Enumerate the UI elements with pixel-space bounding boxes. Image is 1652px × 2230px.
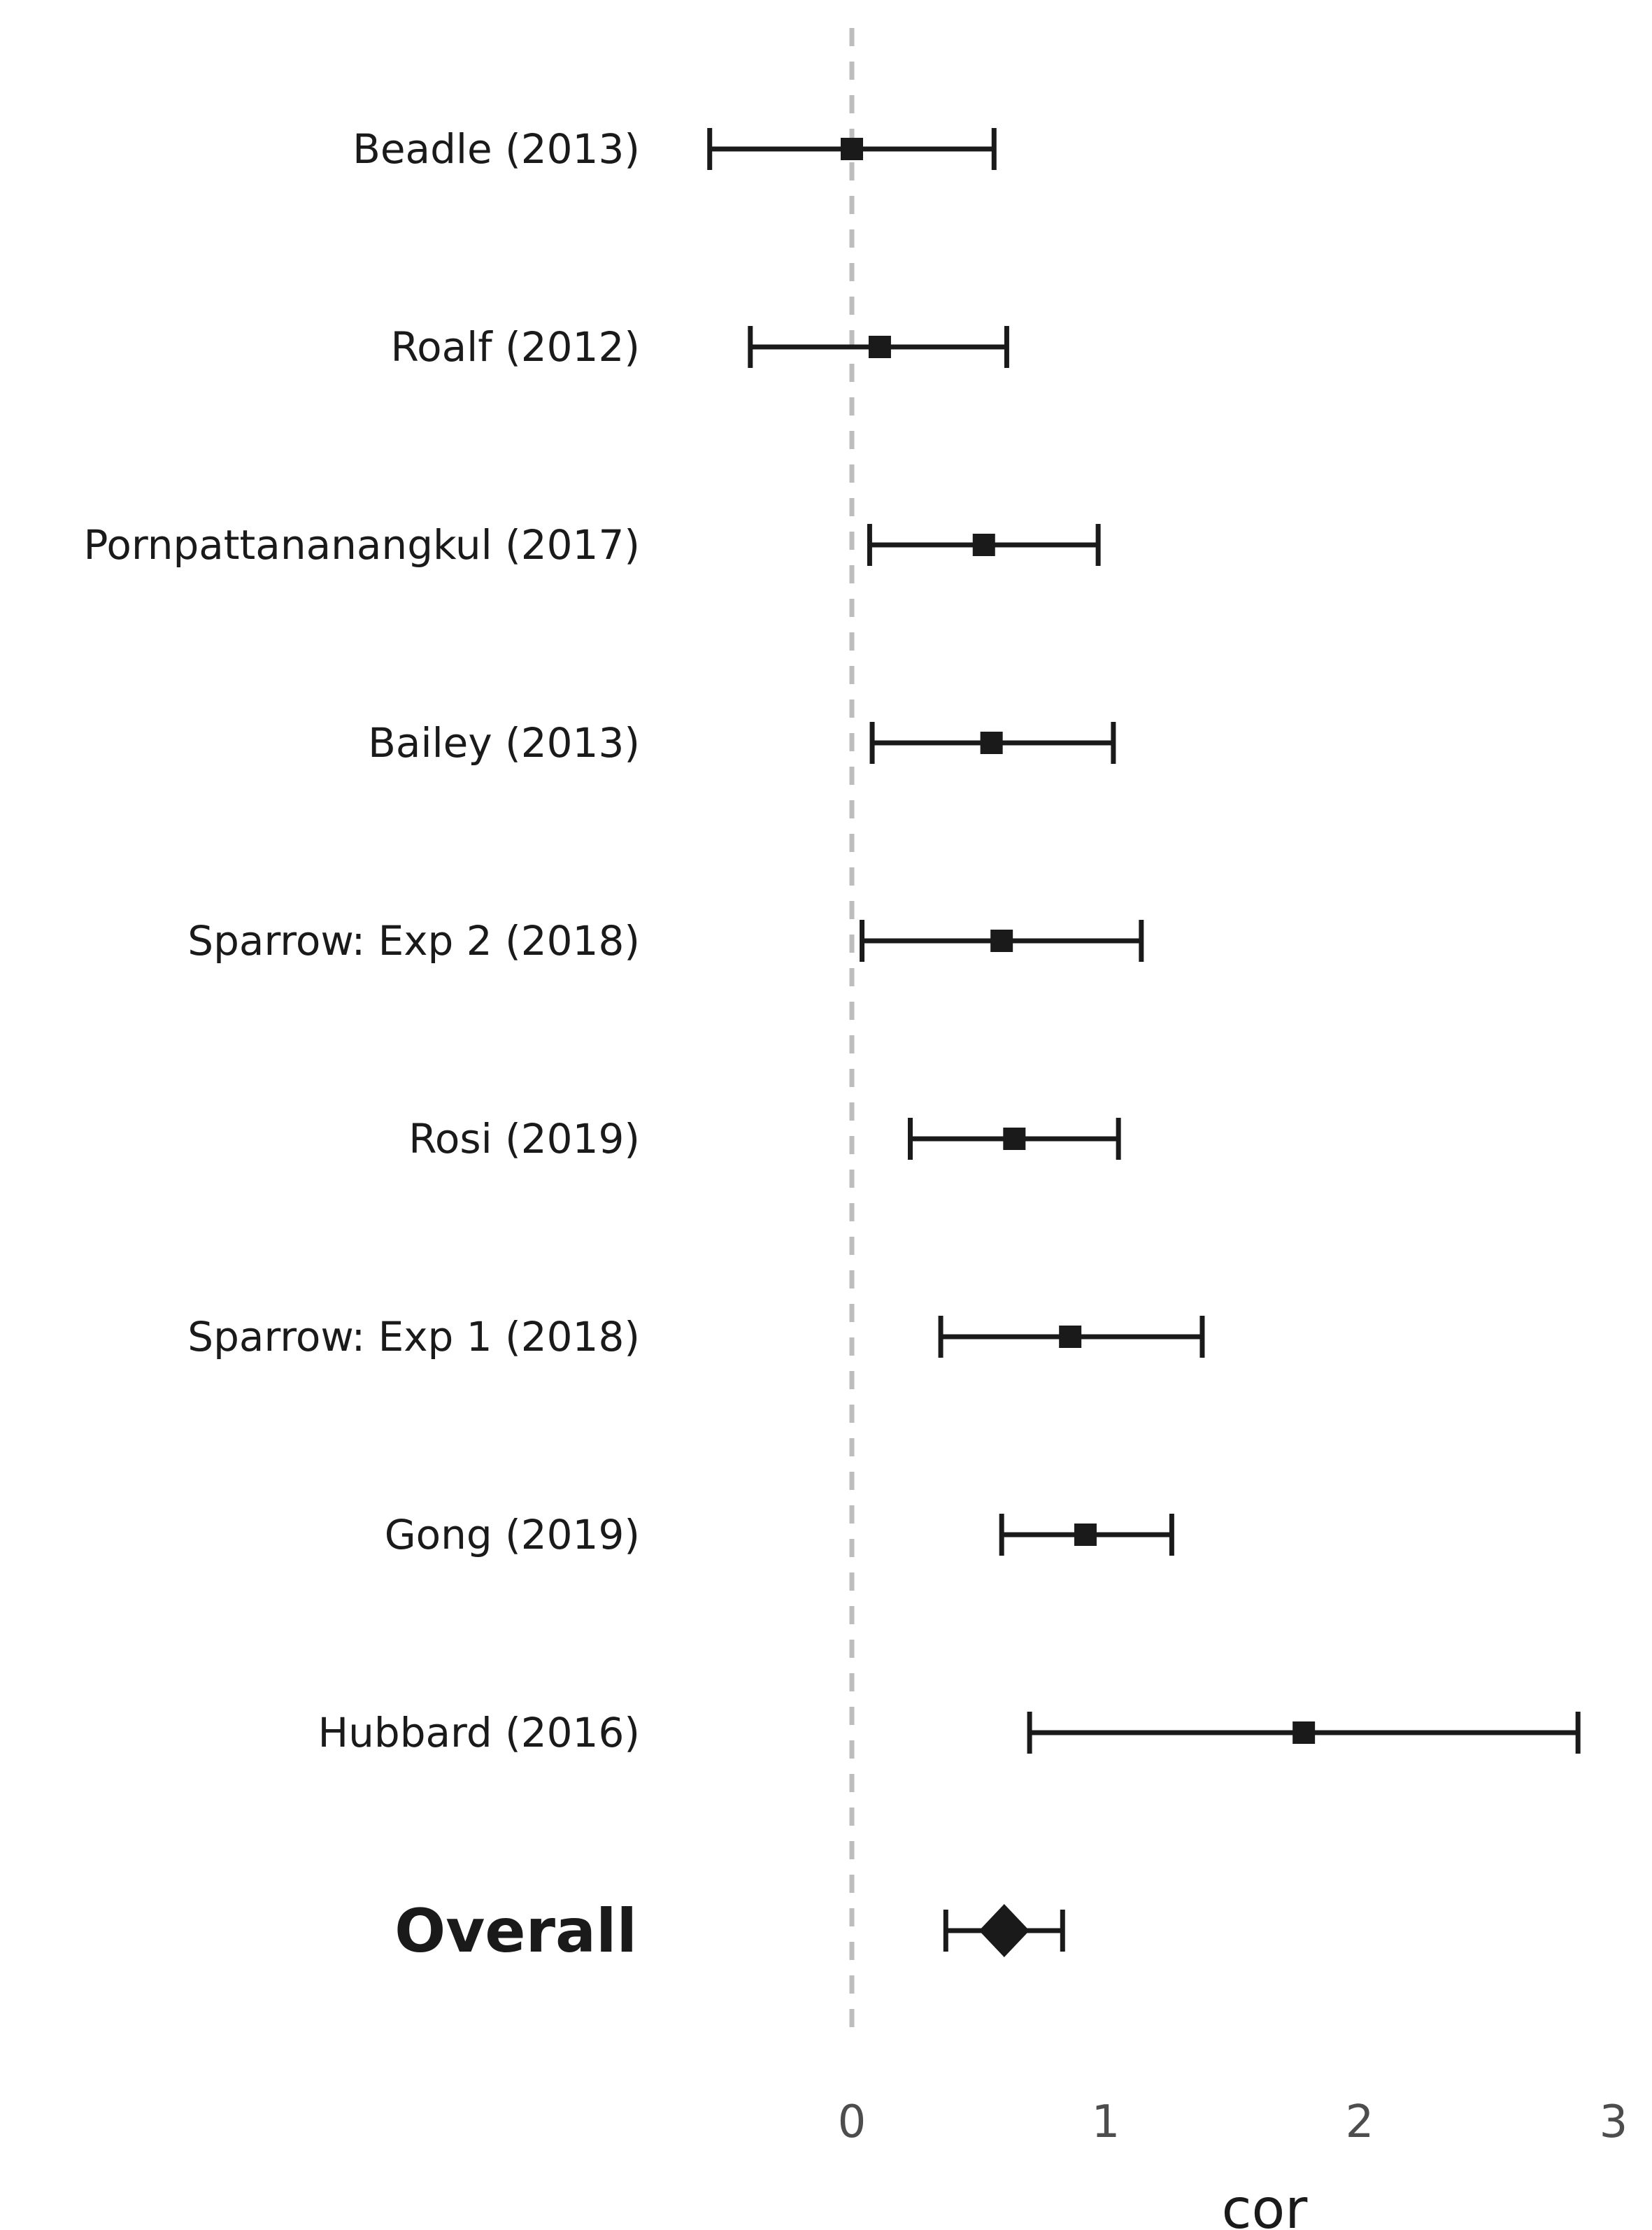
overall-label: Overall: [394, 1896, 637, 1966]
point-estimate: [868, 336, 891, 358]
study-row: Gong (2019): [385, 1511, 1174, 1558]
overall-estimate-diamond: [978, 1904, 1030, 1957]
point-estimate: [980, 732, 1003, 754]
point-estimate: [1059, 1326, 1082, 1348]
point-estimate: [1003, 1128, 1026, 1150]
overall-row: Overall: [394, 1896, 1065, 1966]
x-tick-label: 3: [1600, 2096, 1628, 2148]
study-row: Rosi (2019): [408, 1115, 1121, 1163]
study-row: Bailey (2013): [368, 719, 1116, 767]
x-tick-label: 1: [1092, 2096, 1120, 2148]
x-axis: 0 1 2 3: [838, 2096, 1628, 2148]
study-label: Bailey (2013): [368, 719, 640, 767]
x-tick-label: 0: [838, 2096, 867, 2148]
point-estimate: [841, 138, 863, 160]
study-label: Beadle (2013): [353, 125, 640, 173]
point-estimate: [1293, 1721, 1316, 1744]
point-estimate: [1074, 1524, 1097, 1546]
study-row: Pornpattananangkul (2017): [83, 521, 1101, 569]
point-estimate: [972, 534, 995, 556]
study-row: Sparrow: Exp 1 (2018): [187, 1313, 1205, 1361]
study-label: Sparrow: Exp 1 (2018): [187, 1313, 640, 1361]
x-tick-label: 2: [1346, 2096, 1374, 2148]
study-label: Rosi (2019): [408, 1115, 640, 1163]
study-row: Roalf (2012): [390, 323, 1009, 371]
study-label: Gong (2019): [385, 1511, 640, 1558]
study-label: Roalf (2012): [390, 323, 640, 371]
study-row: Hubbard (2016): [318, 1709, 1581, 1756]
study-row: Beadle (2013): [353, 125, 997, 173]
study-label: Sparrow: Exp 2 (2018): [187, 917, 640, 965]
study-rows: Beadle (2013) Roalf (2012) Pornpattananang…: [83, 125, 1581, 1756]
study-row: Sparrow: Exp 2 (2018): [187, 917, 1144, 965]
point-estimate: [990, 930, 1013, 952]
study-label: Pornpattananangkul (2017): [83, 521, 640, 569]
x-axis-title: cor: [1222, 2178, 1309, 2230]
study-label: Hubbard (2016): [318, 1709, 641, 1756]
